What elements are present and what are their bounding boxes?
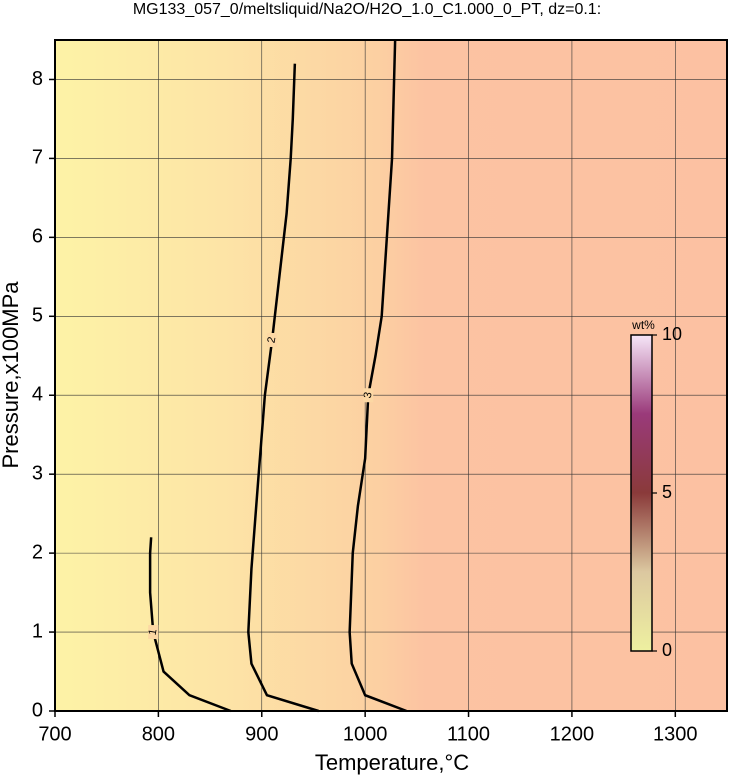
y-tick-label: 6 — [32, 226, 43, 248]
y-axis-label: Pressure,x100MPa — [0, 281, 23, 469]
y-tick-label: 0 — [32, 699, 43, 721]
y-tick-label: 7 — [32, 147, 43, 169]
x-tick-label: 1100 — [447, 723, 490, 745]
contour-line — [348, 39, 407, 713]
plot-background — [55, 40, 727, 711]
contour-label: 2 — [266, 336, 279, 344]
contour-label-bg — [363, 388, 374, 403]
colorbar-tick-label: 10 — [662, 324, 682, 344]
contour-label: 3 — [362, 391, 375, 399]
colorbar-label: wt% — [631, 318, 655, 332]
y-tick-label: 2 — [32, 541, 43, 563]
contour-line — [247, 63, 319, 713]
x-tick-label: 1300 — [653, 723, 698, 745]
contour-label-bg — [148, 625, 159, 640]
colorbar-tick-label: 5 — [662, 482, 672, 502]
contour-label-bg — [267, 332, 278, 347]
x-axis-label: Temperature,°C — [315, 750, 469, 775]
x-tick-label: 800 — [142, 723, 175, 745]
y-tick-label: 8 — [32, 68, 43, 90]
y-tick-label: 1 — [32, 620, 43, 642]
x-tick-label: 1000 — [343, 723, 388, 745]
y-tick-label: 3 — [32, 462, 43, 484]
plot-frame — [54, 39, 728, 712]
y-tick-label: 4 — [32, 384, 43, 406]
chart-title: MG133_057_0/meltsliquid/Na2O/H2O_1.0_C1.… — [133, 1, 601, 18]
colorbar — [630, 334, 653, 652]
x-tick-label: 1200 — [550, 723, 595, 745]
y-tick-label: 5 — [32, 305, 43, 327]
contour-label: 1 — [147, 628, 160, 636]
colorbar-tick-label: 0 — [662, 640, 672, 660]
x-tick-label: 700 — [38, 723, 71, 745]
x-tick-label: 900 — [245, 723, 278, 745]
